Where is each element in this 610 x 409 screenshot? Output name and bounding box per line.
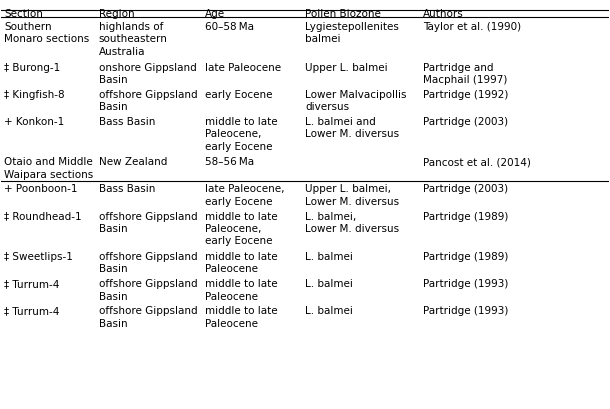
Text: Upper L. balmei: Upper L. balmei bbox=[305, 63, 387, 73]
Text: highlands of
southeastern
Australia: highlands of southeastern Australia bbox=[99, 22, 167, 57]
Text: onshore Gippsland
Basin: onshore Gippsland Basin bbox=[99, 63, 196, 85]
Text: L. balmei: L. balmei bbox=[305, 252, 353, 262]
Text: offshore Gippsland
Basin: offshore Gippsland Basin bbox=[99, 279, 197, 301]
Text: offshore Gippsland
Basin: offshore Gippsland Basin bbox=[99, 90, 197, 112]
Text: Bass Basin: Bass Basin bbox=[99, 184, 155, 194]
Text: Partridge (1989): Partridge (1989) bbox=[423, 211, 509, 222]
Text: Partridge and
Macphail (1997): Partridge and Macphail (1997) bbox=[423, 63, 508, 85]
Text: Lygiestepollenites
balmei: Lygiestepollenites balmei bbox=[305, 22, 399, 45]
Text: Otaio and Middle
Waipara sections: Otaio and Middle Waipara sections bbox=[4, 157, 94, 180]
Text: L. balmei: L. balmei bbox=[305, 306, 353, 316]
Text: offshore Gippsland
Basin: offshore Gippsland Basin bbox=[99, 211, 197, 234]
Text: L. balmei and
Lower M. diversus: L. balmei and Lower M. diversus bbox=[305, 117, 399, 139]
Text: middle to late
Paleocene: middle to late Paleocene bbox=[205, 279, 278, 301]
Text: early Eocene: early Eocene bbox=[205, 90, 272, 100]
Text: 58–56 Ma: 58–56 Ma bbox=[205, 157, 254, 167]
Text: + Poonboon-1: + Poonboon-1 bbox=[4, 184, 78, 194]
Text: Southern
Monaro sections: Southern Monaro sections bbox=[4, 22, 90, 45]
Text: Partridge (1993): Partridge (1993) bbox=[423, 279, 509, 289]
Text: + Konkon-1: + Konkon-1 bbox=[4, 117, 65, 127]
Text: ‡ Kingfish-8: ‡ Kingfish-8 bbox=[4, 90, 65, 100]
Text: Pollen Biozone: Pollen Biozone bbox=[305, 9, 381, 19]
Text: Upper L. balmei,
Lower M. diversus: Upper L. balmei, Lower M. diversus bbox=[305, 184, 399, 207]
Text: middle to late
Paleocene,
early Eocene: middle to late Paleocene, early Eocene bbox=[205, 117, 278, 152]
Text: Lower Malvacipollis
diversus: Lower Malvacipollis diversus bbox=[305, 90, 406, 112]
Text: Partridge (2003): Partridge (2003) bbox=[423, 184, 509, 194]
Text: Pancost et al. (2014): Pancost et al. (2014) bbox=[423, 157, 531, 167]
Text: ‡ Turrum-4: ‡ Turrum-4 bbox=[4, 306, 60, 316]
Text: Age: Age bbox=[205, 9, 225, 19]
Text: Partridge (1989): Partridge (1989) bbox=[423, 252, 509, 262]
Text: Section: Section bbox=[4, 9, 43, 19]
Text: L. balmei: L. balmei bbox=[305, 279, 353, 289]
Text: Partridge (1992): Partridge (1992) bbox=[423, 90, 509, 100]
Text: New Zealand: New Zealand bbox=[99, 157, 167, 167]
Text: middle to late
Paleocene: middle to late Paleocene bbox=[205, 252, 278, 274]
Text: Bass Basin: Bass Basin bbox=[99, 117, 155, 127]
Text: Region: Region bbox=[99, 9, 134, 19]
Text: Taylor et al. (1990): Taylor et al. (1990) bbox=[423, 22, 522, 32]
Text: middle to late
Paleocene,
early Eocene: middle to late Paleocene, early Eocene bbox=[205, 211, 278, 246]
Text: middle to late
Paleocene: middle to late Paleocene bbox=[205, 306, 278, 328]
Text: ‡ Sweetlips-1: ‡ Sweetlips-1 bbox=[4, 252, 73, 262]
Text: L. balmei,
Lower M. diversus: L. balmei, Lower M. diversus bbox=[305, 211, 399, 234]
Text: ‡ Roundhead-1: ‡ Roundhead-1 bbox=[4, 211, 82, 222]
Text: ‡ Burong-1: ‡ Burong-1 bbox=[4, 63, 60, 73]
Text: late Paleocene: late Paleocene bbox=[205, 63, 281, 73]
Text: offshore Gippsland
Basin: offshore Gippsland Basin bbox=[99, 252, 197, 274]
Text: Authors: Authors bbox=[423, 9, 464, 19]
Text: late Paleocene,
early Eocene: late Paleocene, early Eocene bbox=[205, 184, 284, 207]
Text: 60–58 Ma: 60–58 Ma bbox=[205, 22, 254, 32]
Text: offshore Gippsland
Basin: offshore Gippsland Basin bbox=[99, 306, 197, 328]
Text: Partridge (2003): Partridge (2003) bbox=[423, 117, 509, 127]
Text: ‡ Turrum-4: ‡ Turrum-4 bbox=[4, 279, 60, 289]
Text: Partridge (1993): Partridge (1993) bbox=[423, 306, 509, 316]
